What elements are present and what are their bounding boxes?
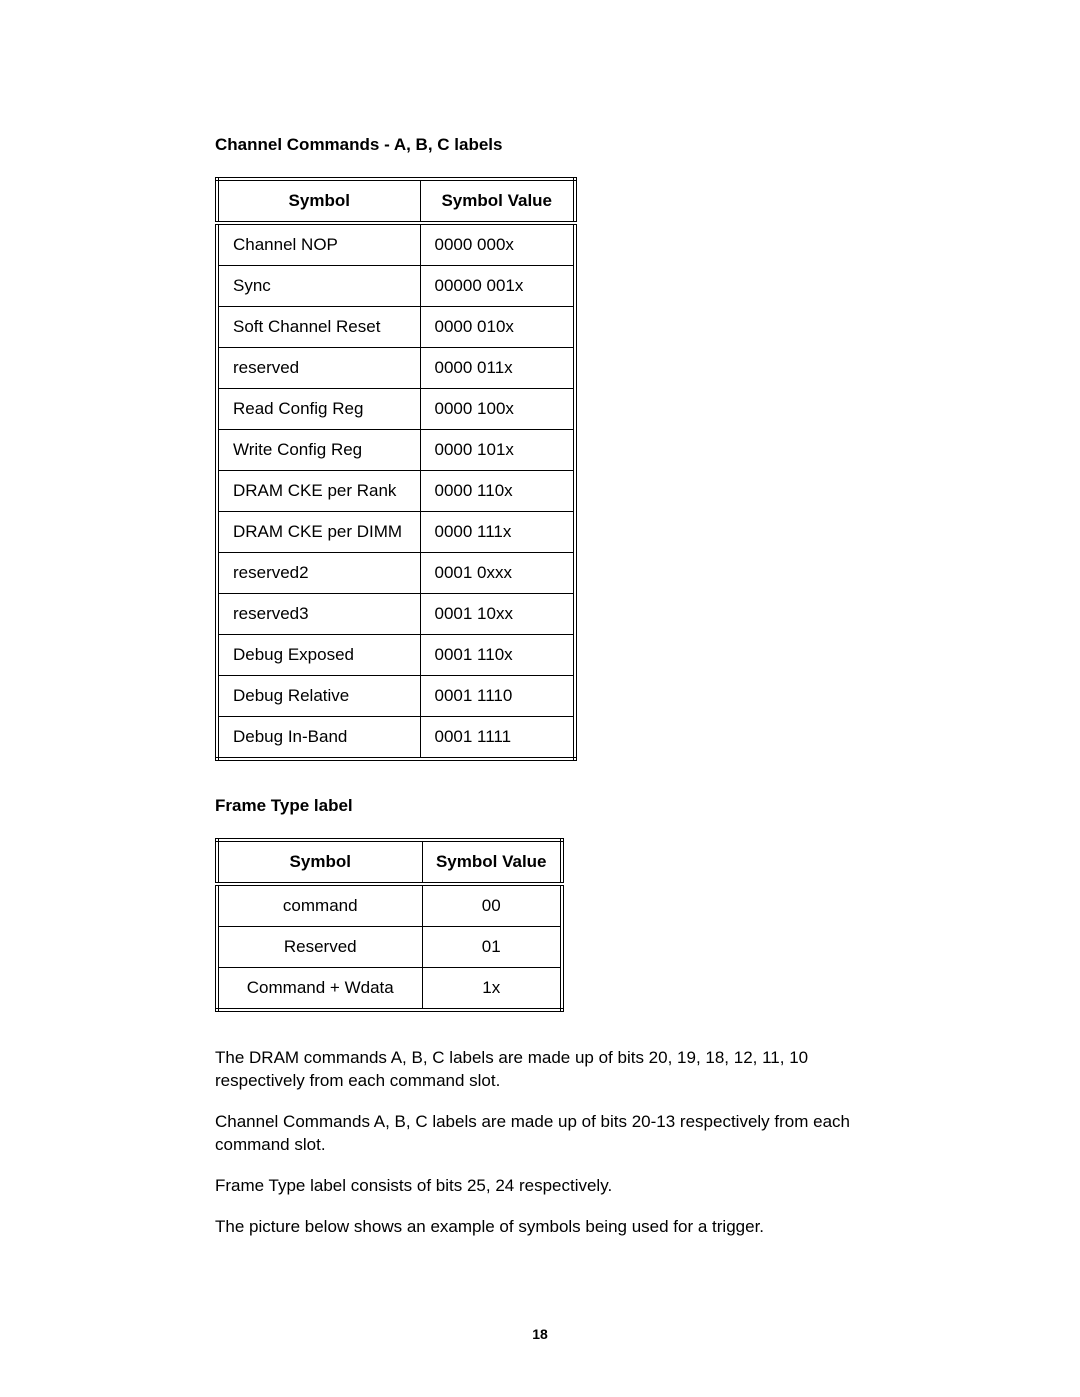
- cell-symbol: Write Config Reg: [217, 430, 420, 471]
- table-row: Command + Wdata1x: [217, 968, 562, 1011]
- table-row: Sync00000 001x: [217, 266, 575, 307]
- cell-value: 0000 011x: [420, 348, 575, 389]
- cell-value: 00: [422, 884, 562, 927]
- cell-symbol: reserved3: [217, 594, 420, 635]
- table-row: Read Config Reg0000 100x: [217, 389, 575, 430]
- table-header-row: Symbol Symbol Value: [217, 840, 562, 884]
- frame-type-heading: Frame Type label: [215, 796, 865, 816]
- cell-symbol: command: [217, 884, 422, 927]
- cell-symbol: Channel NOP: [217, 223, 420, 266]
- cell-value: 0000 111x: [420, 512, 575, 553]
- table-row: DRAM CKE per DIMM0000 111x: [217, 512, 575, 553]
- cell-symbol: reserved2: [217, 553, 420, 594]
- col-header-symbol: Symbol: [217, 179, 420, 223]
- page-number: 18: [0, 1326, 1080, 1342]
- col-header-symbol-value: Symbol Value: [422, 840, 562, 884]
- table-row: Soft Channel Reset0000 010x: [217, 307, 575, 348]
- cell-symbol: Debug In-Band: [217, 717, 420, 760]
- cell-value: 0000 000x: [420, 223, 575, 266]
- body-paragraph: Frame Type label consists of bits 25, 24…: [215, 1175, 865, 1198]
- table-row: Debug In-Band0001 1111: [217, 717, 575, 760]
- table-row: Debug Exposed0001 110x: [217, 635, 575, 676]
- cell-value: 01: [422, 927, 562, 968]
- cell-value: 1x: [422, 968, 562, 1011]
- table-row: Write Config Reg0000 101x: [217, 430, 575, 471]
- cell-symbol: Reserved: [217, 927, 422, 968]
- cell-symbol: Debug Exposed: [217, 635, 420, 676]
- table-row: Channel NOP0000 000x: [217, 223, 575, 266]
- cell-symbol: Command + Wdata: [217, 968, 422, 1011]
- cell-symbol: Debug Relative: [217, 676, 420, 717]
- cell-symbol: Sync: [217, 266, 420, 307]
- body-paragraph: Channel Commands A, B, C labels are made…: [215, 1111, 865, 1157]
- table-row: reserved0000 011x: [217, 348, 575, 389]
- cell-value: 00000 001x: [420, 266, 575, 307]
- cell-symbol: Soft Channel Reset: [217, 307, 420, 348]
- body-paragraph: The DRAM commands A, B, C labels are mad…: [215, 1047, 865, 1093]
- channel-commands-table: Symbol Symbol Value Channel NOP0000 000x…: [215, 177, 577, 761]
- document-page: Channel Commands - A, B, C labels Symbol…: [0, 0, 1080, 1397]
- cell-value: 0001 110x: [420, 635, 575, 676]
- table-header-row: Symbol Symbol Value: [217, 179, 575, 223]
- table-row: Debug Relative0001 1110: [217, 676, 575, 717]
- frame-type-table: Symbol Symbol Value command00 Reserved01…: [215, 838, 564, 1012]
- cell-value: 0001 0xxx: [420, 553, 575, 594]
- table-row: Reserved01: [217, 927, 562, 968]
- cell-symbol: reserved: [217, 348, 420, 389]
- table-row: DRAM CKE per Rank0000 110x: [217, 471, 575, 512]
- channel-commands-heading: Channel Commands - A, B, C labels: [215, 135, 865, 155]
- col-header-symbol-value: Symbol Value: [420, 179, 575, 223]
- table-row: reserved30001 10xx: [217, 594, 575, 635]
- cell-value: 0001 10xx: [420, 594, 575, 635]
- cell-value: 0001 1110: [420, 676, 575, 717]
- cell-value: 0001 1111: [420, 717, 575, 760]
- table-row: reserved20001 0xxx: [217, 553, 575, 594]
- cell-symbol: DRAM CKE per Rank: [217, 471, 420, 512]
- cell-symbol: Read Config Reg: [217, 389, 420, 430]
- cell-value: 0000 010x: [420, 307, 575, 348]
- cell-symbol: DRAM CKE per DIMM: [217, 512, 420, 553]
- col-header-symbol: Symbol: [217, 840, 422, 884]
- body-paragraph: The picture below shows an example of sy…: [215, 1216, 865, 1239]
- cell-value: 0000 101x: [420, 430, 575, 471]
- cell-value: 0000 110x: [420, 471, 575, 512]
- table-row: command00: [217, 884, 562, 927]
- cell-value: 0000 100x: [420, 389, 575, 430]
